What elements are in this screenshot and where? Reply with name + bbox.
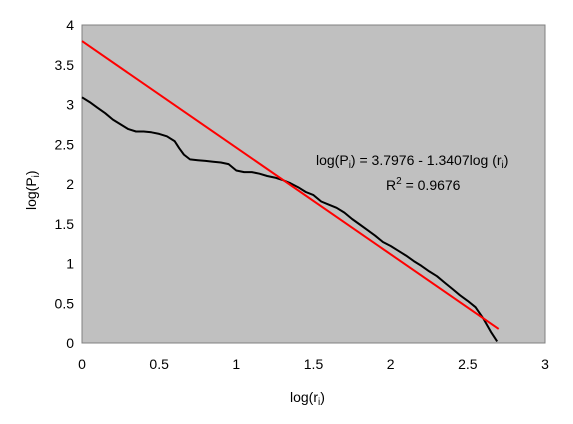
- x-tick-label: 2: [387, 356, 395, 372]
- y-axis-title: log(Pi): [23, 170, 42, 210]
- y-axis: 0 0.5 1 1.5 2 2.5 3 3.5 4: [55, 17, 75, 351]
- x-tick-label: 2.5: [458, 356, 478, 372]
- series-layer: [81, 40, 500, 342]
- y-tick-label: 0.5: [55, 295, 75, 311]
- r-squared-label: R2 = 0.9676: [386, 176, 461, 193]
- x-axis: 0 0.5 1 1.5 2 2.5 3: [78, 356, 549, 372]
- y-tick-label: 3.5: [55, 57, 75, 73]
- y-tick-label: 2: [66, 176, 74, 192]
- y-tick-label: 1.5: [55, 216, 75, 232]
- y-tick-label: 0: [66, 335, 74, 351]
- trendline: [81, 40, 500, 330]
- plot-area: [81, 24, 546, 344]
- x-tick-label: 1.5: [304, 356, 324, 372]
- y-tick-label: 2.5: [55, 136, 75, 152]
- x-tick-label: 3: [541, 356, 549, 372]
- x-tick-label: 0.5: [149, 356, 169, 372]
- x-tick-label: 0: [78, 356, 86, 372]
- y-tick-label: 4: [66, 17, 74, 33]
- y-tick-label: 1: [66, 256, 74, 272]
- equation-label: log(Pi) = 3.7976 - 1.3407log (ri): [316, 152, 508, 171]
- x-axis-title: log(ri): [290, 389, 325, 408]
- x-tick-label: 1: [232, 356, 240, 372]
- y-tick-label: 3: [66, 97, 74, 113]
